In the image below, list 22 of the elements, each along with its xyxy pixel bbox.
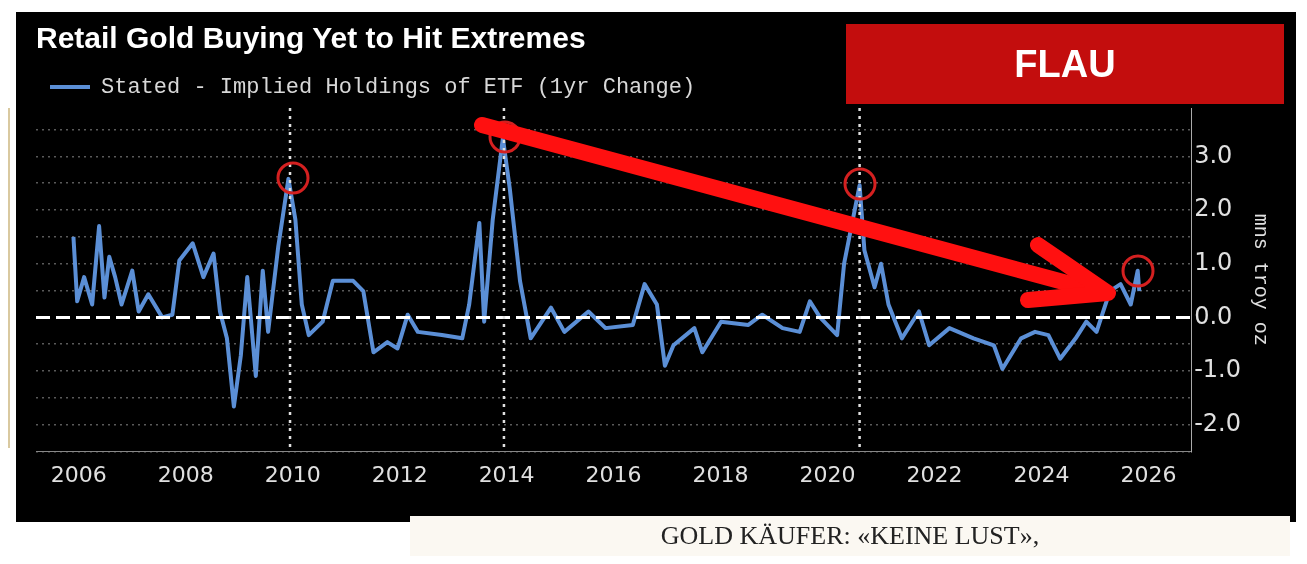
y-tick-label: 1.0 [1194,247,1233,276]
x-tick-label: 2022 [906,461,963,487]
x-tick-label: 2014 [478,461,535,487]
x-tick-label: 2008 [157,461,214,487]
y-tick-label: 2.0 [1194,194,1233,223]
legend-label: Stated - Implied Holdings of ETF (1yr Change) [101,74,696,100]
x-tick-label: 2012 [371,461,428,487]
y-tick-label: 3.0 [1194,140,1233,169]
x-tick-label: 2024 [1013,461,1070,487]
x-tick-label: 2026 [1120,461,1177,487]
y-axis-title: mns troy oz [1248,213,1272,346]
x-tick-label: 2020 [799,461,856,487]
chart-title: Retail Gold Buying Yet to Hit Extremes [36,21,586,55]
y-tick-label: -1.0 [1194,355,1241,384]
x-tick-label: 2006 [50,461,107,487]
x-tick-label: 2010 [264,461,321,487]
y-tick-label: -2.0 [1194,408,1241,437]
text: GOLD KÄUFER: «KEINE LUST», [410,516,1290,556]
x-tick-label: 2016 [585,461,642,487]
text: FLAU [846,24,1284,104]
y-tick-label: 0.0 [1194,301,1233,330]
x-tick-label: 2018 [692,461,749,487]
